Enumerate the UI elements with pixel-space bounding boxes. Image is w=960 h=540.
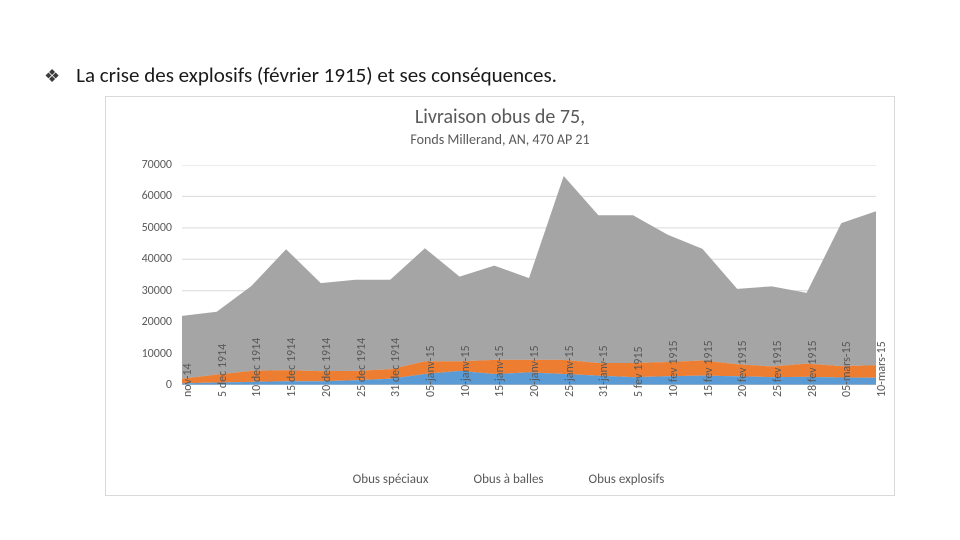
legend-swatch-icon: [572, 474, 583, 485]
bullet-text: La crise des explosifs (février 1915) et…: [76, 62, 557, 88]
y-axis-ticks: 010000200003000040000500006000070000: [106, 165, 180, 385]
y-tick-label: 0: [166, 378, 172, 392]
y-tick-label: 40000: [142, 252, 172, 266]
legend-label: Obus à balles: [473, 472, 543, 487]
y-tick-label: 50000: [142, 221, 172, 235]
diamond-bullet-icon: ❖: [44, 67, 60, 85]
chart-container: Livraison obus de 75, Fonds Millerand, A…: [105, 96, 895, 496]
chart-subtitle: Fonds Millerand, AN, 470 AP 21: [106, 131, 894, 148]
y-tick-label: 60000: [142, 189, 172, 203]
legend-label: Obus spéciaux: [353, 472, 429, 487]
legend-swatch-icon: [456, 474, 467, 485]
legend-label: Obus explosifs: [589, 472, 665, 487]
legend-swatch-icon: [336, 474, 347, 485]
y-tick-label: 20000: [142, 315, 172, 329]
chart-title-block: Livraison obus de 75, Fonds Millerand, A…: [106, 97, 894, 148]
legend-item-balles: Obus à balles: [456, 472, 543, 487]
chart-title: Livraison obus de 75,: [106, 105, 894, 129]
legend-item-explosifs: Obus explosifs: [572, 472, 665, 487]
y-tick-label: 70000: [142, 158, 172, 172]
x-axis-ticks: nov-145 dec 191410 dec 191415 dec 191420…: [182, 391, 876, 469]
y-tick-label: 30000: [142, 284, 172, 298]
slide: ❖ La crise des explosifs (février 1915) …: [0, 0, 960, 540]
y-tick-label: 10000: [142, 347, 172, 361]
legend: Obus spéciaux Obus à balles Obus explosi…: [106, 472, 894, 487]
legend-item-speciaux: Obus spéciaux: [336, 472, 429, 487]
bullet-row: ❖ La crise des explosifs (février 1915) …: [44, 62, 557, 88]
